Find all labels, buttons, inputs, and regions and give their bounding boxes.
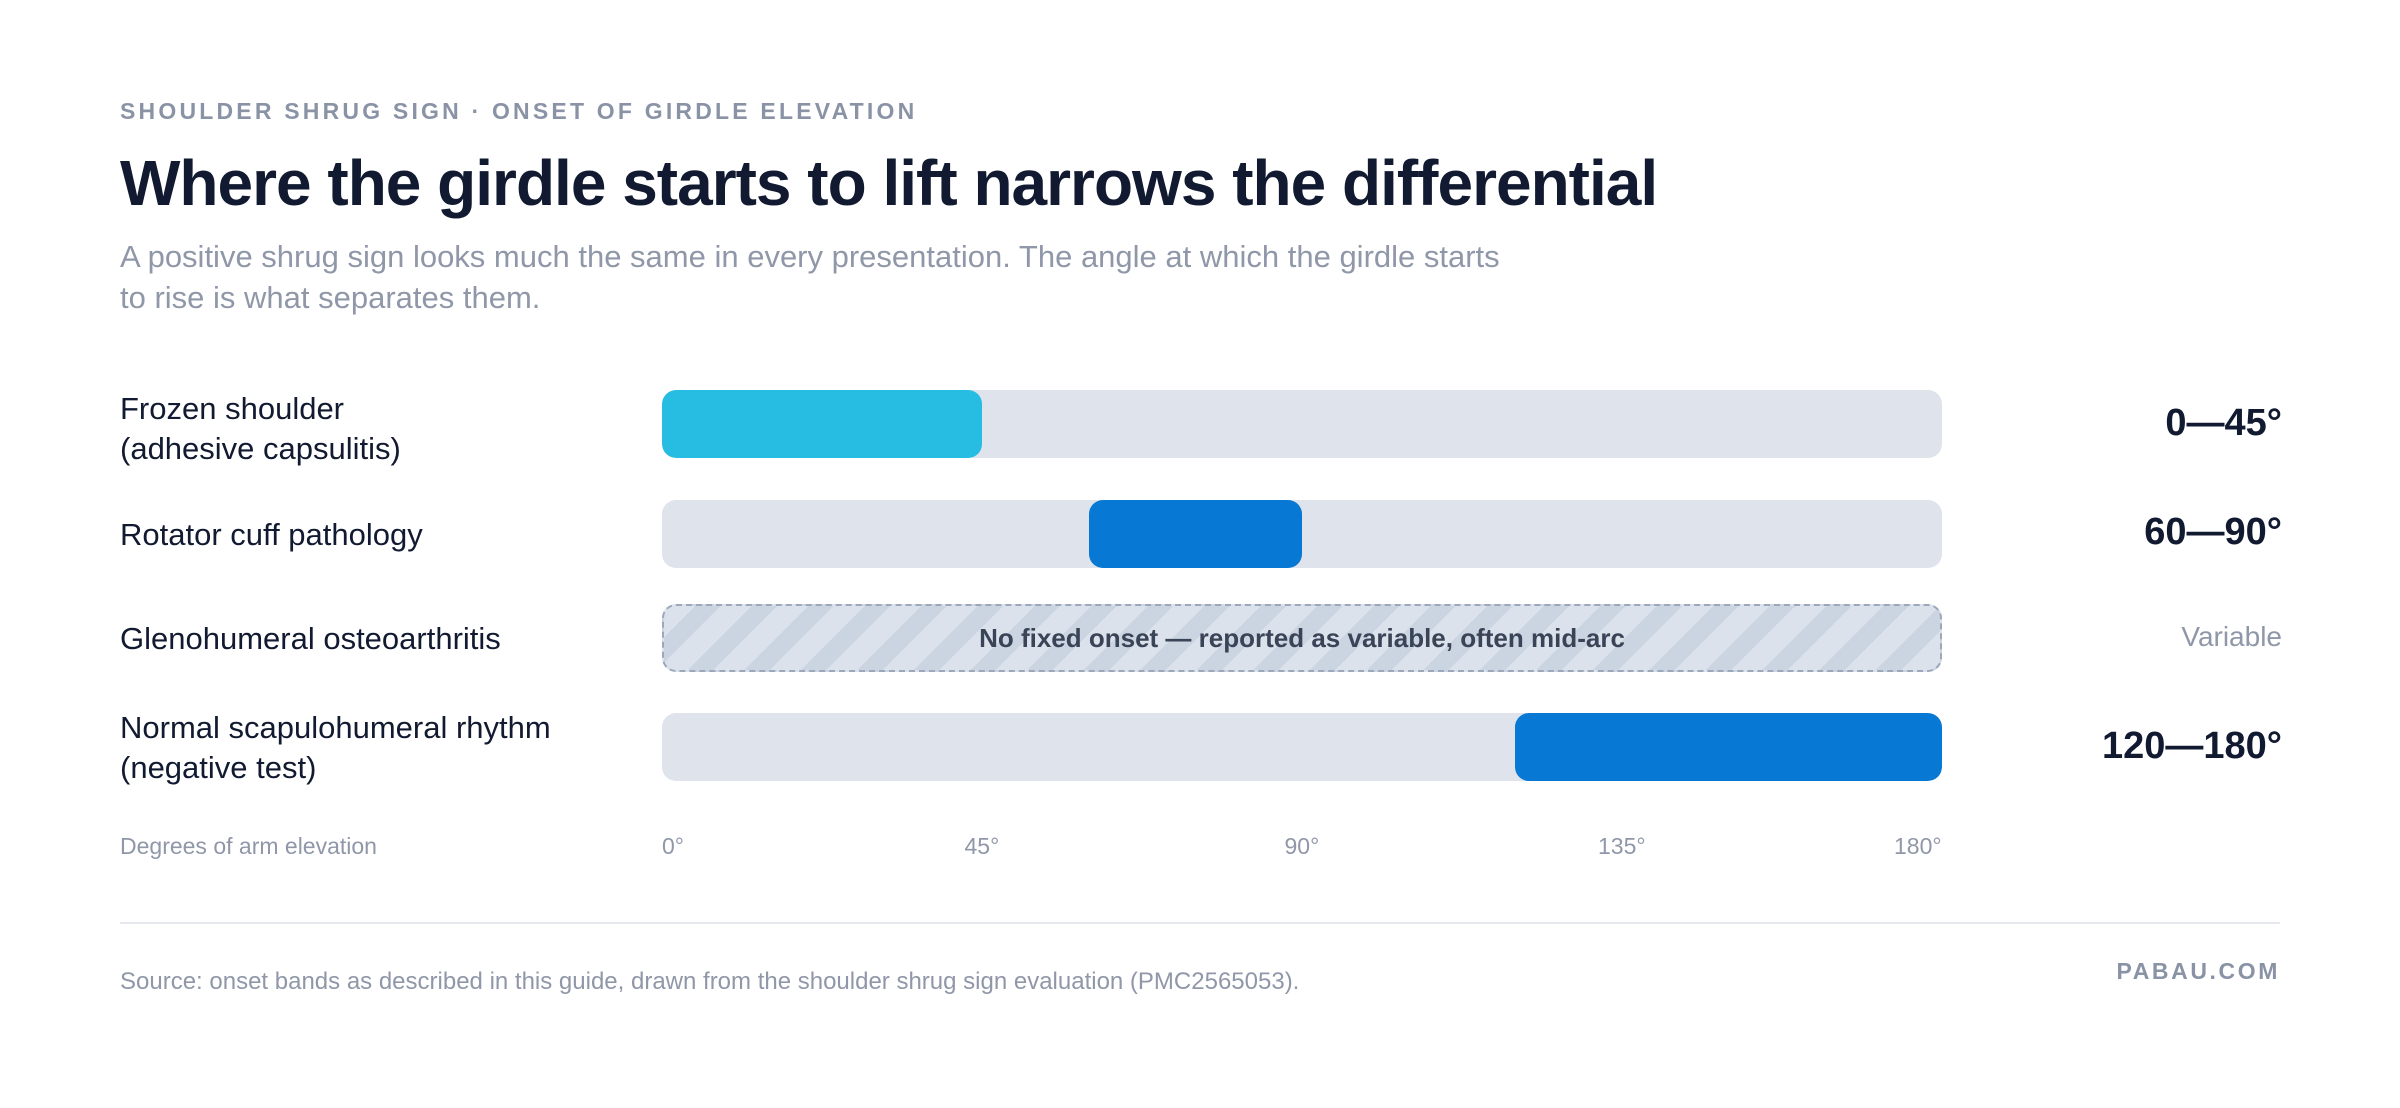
range-band-rotator-cuff [1088,500,1302,568]
range-band-frozen-shoulder [662,390,982,458]
x-tick-label: 45° [964,833,1000,859]
track-rotator-cuff [662,500,1942,568]
range-value-frozen-shoulder: 0—45° [2165,402,2282,444]
x-tick-label: 180° [1894,833,1942,859]
range-value-glenohumeral-oa: Variable [2181,621,2282,652]
eyebrow: SHOULDER SHRUG SIGN · ONSET OF GIRDLE EL… [120,98,918,124]
row-label-line2: (adhesive capsulitis) [120,431,401,466]
chart-subtitle: A positive shrug sign looks much the sam… [120,239,1500,315]
range-value-normal-rhythm: 120—180° [2102,725,2282,767]
row-label-glenohumeral-oa: Glenohumeral osteoarthritis [120,619,640,659]
x-tick-label: 0° [662,833,684,859]
brand-wordmark: PABAU.COM [2116,958,2280,984]
x-tick-label: 135° [1598,833,1646,859]
source-note: Source: onset bands as described in this… [120,968,1300,995]
footer-divider [120,922,2280,924]
row-label-normal-rhythm: Normal scapulohumeral rhythm (negative t… [120,708,640,788]
x-axis-label: Degrees of arm elevation [120,833,377,859]
chart-title: Where the girdle starts to lift narrows … [120,147,1658,219]
row-label-line2: (negative test) [120,750,317,785]
track-normal-rhythm [662,713,1942,781]
x-tick-label: 90° [1284,833,1320,859]
row-label-line1: Rotator cuff pathology [120,517,423,552]
row-label-line1: Glenohumeral osteoarthritis [120,621,501,656]
variable-onset-note: No fixed onset — reported as variable, o… [979,622,1625,653]
range-value-rotator-cuff: 60—90° [2144,511,2282,553]
range-band-normal-rhythm [1515,713,1942,781]
track-frozen-shoulder [662,390,1942,458]
row-label-rotator-cuff: Rotator cuff pathology [120,515,640,555]
row-label-line1: Normal scapulohumeral rhythm [120,710,551,745]
track-glenohumeral-oa-variable: No fixed onset — reported as variable, o… [662,604,1942,672]
row-label-frozen-shoulder: Frozen shoulder (adhesive capsulitis) [120,389,640,469]
row-label-line1: Frozen shoulder [120,391,345,426]
